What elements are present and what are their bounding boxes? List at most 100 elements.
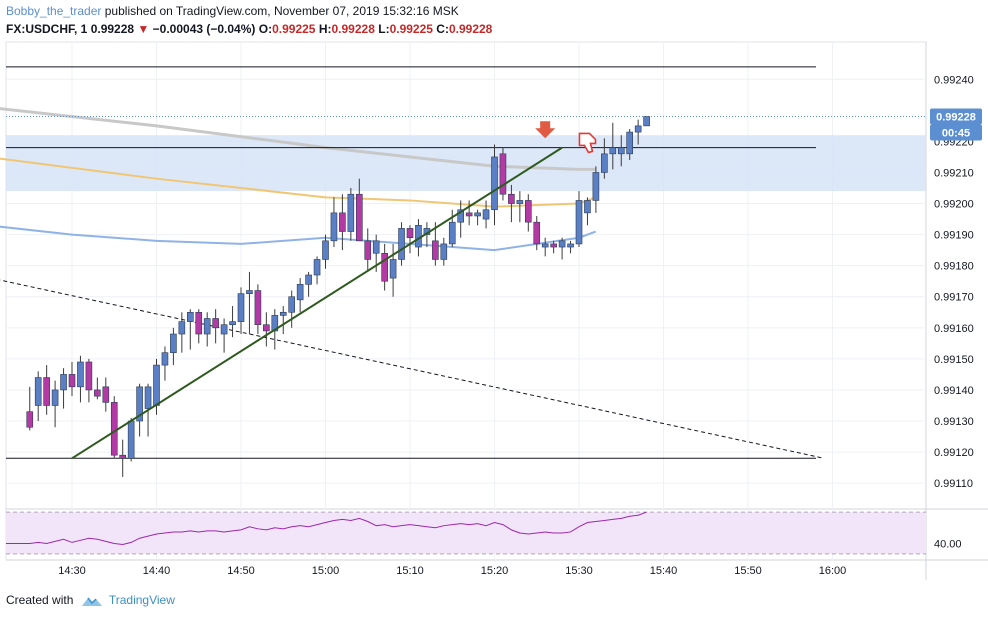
candle-body — [465, 212, 473, 217]
x-tick-label: 15:30 — [565, 565, 593, 577]
candle-body — [499, 153, 507, 195]
ascending-trend-line — [71, 146, 563, 460]
high-value: 0.99228 — [331, 22, 375, 36]
x-tick-label: 16:00 — [819, 565, 847, 577]
low-value: 0.99225 — [389, 22, 433, 36]
candle-body — [584, 200, 591, 214]
last-price: 0.99228 — [90, 22, 135, 36]
candle-body — [541, 243, 549, 248]
footer: Created with TradingView — [6, 593, 175, 607]
candle-body — [246, 290, 253, 294]
high-label: H: — [318, 22, 332, 36]
sma-fast-line — [0, 225, 597, 252]
candle-body — [313, 259, 321, 276]
y-tick-label: 0.99170 — [934, 292, 974, 304]
candle-body — [170, 333, 177, 353]
last-price-tag — [930, 108, 982, 125]
candle-body — [119, 454, 126, 459]
countdown-tag — [930, 124, 982, 141]
candle-body — [482, 209, 490, 220]
candle-body — [153, 364, 160, 406]
candle-body — [432, 240, 439, 260]
x-tick-label: 15:20 — [481, 565, 509, 577]
candle-body — [415, 224, 422, 248]
y-tick-label: 0.99160 — [934, 323, 974, 335]
candle-body — [195, 311, 203, 335]
candle-body — [592, 172, 600, 201]
x-tick-label: 14:30 — [58, 565, 86, 577]
candle-body — [643, 116, 650, 127]
rsi-line — [6, 511, 647, 546]
candle-body — [60, 374, 67, 391]
last-price-tag-text: 0.99228 — [936, 112, 976, 124]
open-value: 0.99225 — [272, 22, 316, 36]
candle-body — [136, 386, 143, 422]
candle-body — [203, 318, 211, 335]
candle-body — [51, 389, 59, 406]
price-chart[interactable]: 0.99110 0.99120 0.99130 0.99140 0.99150 0.991… — [0, 0, 988, 590]
candle-body — [347, 193, 355, 232]
candle-body — [187, 311, 194, 322]
candle-body — [364, 240, 372, 260]
y-tick-label: 0.99120 — [934, 447, 974, 459]
x-tick-label: 15:00 — [312, 565, 340, 577]
candle-body — [94, 389, 101, 397]
chart-header-author-line: Bobby_the_trader published on TradingVie… — [6, 4, 459, 18]
candle-body — [34, 377, 42, 406]
candle-body — [398, 228, 405, 260]
candle-body — [144, 386, 152, 409]
candle-body — [220, 324, 228, 335]
candle-body — [550, 243, 557, 248]
candle-body — [178, 321, 186, 335]
y-tick-label: 0.99180 — [934, 261, 974, 273]
dashed-trend-line — [0, 279, 825, 459]
candle-body — [381, 252, 388, 282]
y-tick-label: 0.99130 — [934, 416, 974, 428]
y-tick-label: 0.99110 — [934, 478, 973, 490]
candle-body — [322, 240, 329, 260]
close-label: C: — [436, 22, 449, 36]
candle-body — [339, 212, 346, 232]
candle-body — [305, 274, 312, 285]
candle-body — [448, 221, 456, 245]
candle-body — [254, 290, 262, 326]
candle-body — [263, 324, 270, 332]
candle-body — [237, 293, 245, 322]
author-name[interactable]: Bobby_the_trader — [6, 4, 102, 18]
x-tick-label: 15:10 — [396, 565, 424, 577]
candle-body — [161, 352, 169, 366]
thumbs-down-icon — [578, 132, 597, 154]
candle-body — [516, 200, 524, 204]
candle-body — [372, 240, 380, 254]
candle-body — [575, 200, 583, 245]
tradingview-brand[interactable]: TradingView — [108, 593, 175, 607]
candle-body — [524, 200, 532, 223]
candle-body — [406, 228, 414, 239]
candle-body — [457, 209, 465, 223]
rsi-axis-label: 40.00 — [934, 538, 962, 550]
candle-body — [440, 243, 448, 260]
candle-body — [617, 147, 625, 155]
candle-body — [601, 153, 608, 173]
created-with-label: Created with — [6, 593, 74, 607]
candle-body — [389, 259, 397, 279]
candle-body — [102, 386, 110, 403]
candle-body — [508, 193, 515, 204]
candle-body — [491, 156, 498, 211]
candle-body — [567, 243, 574, 248]
candle-body — [279, 311, 287, 316]
symbol-label: FX:USDCHF, 1 — [6, 22, 88, 36]
x-tick-label: 14:40 — [143, 565, 171, 577]
low-label: L: — [378, 22, 390, 36]
y-tick-label: 0.99210 — [934, 167, 974, 179]
candle-body — [43, 377, 50, 406]
candle-body — [626, 131, 634, 155]
candle-body — [127, 420, 135, 459]
sma-mid-line — [0, 157, 597, 208]
y-tick-label: 0.99200 — [934, 199, 974, 211]
candle-body — [212, 318, 219, 329]
candle-body — [355, 193, 363, 242]
plot-frame — [5, 41, 927, 561]
published-text: published on TradingView.com, November 0… — [104, 4, 459, 18]
down-arrow-icon: ▼ — [137, 22, 150, 36]
